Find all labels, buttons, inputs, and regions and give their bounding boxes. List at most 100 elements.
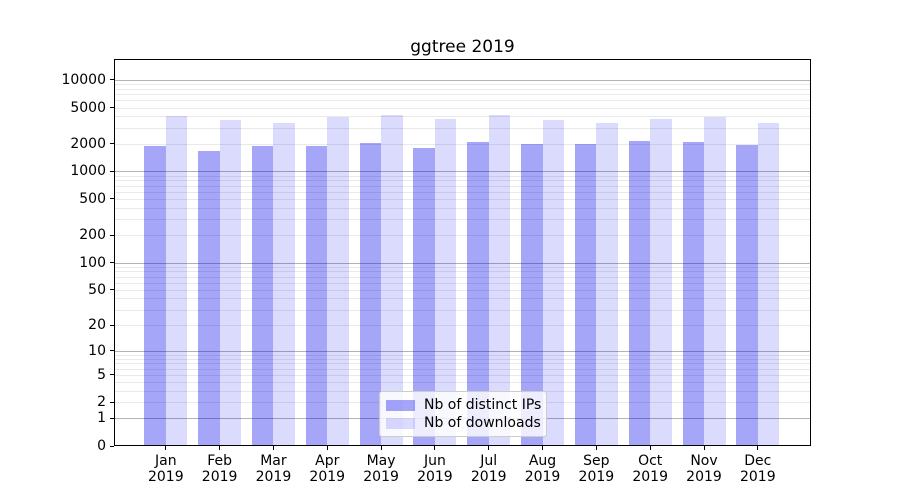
x-tick-mark — [488, 446, 490, 450]
x-tick-month: Mar — [260, 453, 287, 469]
bar-downloads — [704, 116, 726, 446]
gridline-minor — [114, 94, 811, 96]
y-tick-label: 20 — [88, 317, 106, 334]
legend-item-downloads: Nb of downloads — [386, 415, 541, 431]
x-tick-label: Jul 2019 — [462, 453, 516, 485]
bar-downloads — [542, 120, 565, 446]
y-tick-label: 5000 — [70, 99, 106, 116]
x-tick-mark — [595, 446, 597, 450]
bar-downloads — [273, 122, 295, 446]
gridline-minor — [114, 235, 811, 237]
gridline-major — [114, 79, 811, 81]
gridline-minor — [114, 289, 811, 291]
x-tick-mark — [165, 446, 167, 450]
bar-downloads — [650, 118, 672, 446]
x-tick-mark — [542, 446, 544, 450]
bar-distinct-ips — [574, 143, 597, 446]
x-tick-label: May 2019 — [354, 453, 408, 485]
x-tick-label: Nov 2019 — [677, 453, 731, 485]
x-tick-month: Oct — [638, 453, 663, 469]
gridline-minor — [114, 382, 811, 384]
x-tick-year: 2019 — [524, 469, 561, 485]
y-tick-mark — [110, 107, 114, 109]
x-tick-label: Feb 2019 — [193, 453, 247, 485]
gridline-minor — [114, 107, 811, 109]
y-tick-label: 1000 — [70, 163, 106, 180]
y-tick-mark — [110, 143, 114, 145]
bar-downloads — [219, 120, 242, 446]
x-tick-year: 2019 — [417, 469, 453, 485]
gridline-minor — [114, 282, 811, 284]
gridline-minor — [114, 266, 811, 268]
gridline-major — [114, 171, 811, 173]
gridline-minor — [114, 198, 811, 200]
legend: Nb of distinct IPs Nb of downloads — [379, 391, 547, 437]
x-tick-mark — [272, 446, 274, 450]
gridline-minor — [114, 358, 811, 360]
chart-title: ggtree 2019 — [410, 37, 515, 57]
y-tick-mark — [110, 262, 114, 264]
x-tick-month: Aug — [528, 453, 557, 469]
x-tick-year: 2019 — [686, 469, 722, 485]
x-tick-month: Jan — [155, 453, 177, 469]
bar-distinct-ips — [682, 141, 704, 446]
bar-distinct-ips — [198, 150, 220, 446]
y-tick-label: 2000 — [70, 135, 106, 152]
gridline-major — [114, 262, 811, 264]
y-tick-mark — [110, 445, 114, 447]
x-tick-month: Apr — [315, 453, 340, 469]
bar-distinct-ips — [736, 144, 758, 446]
gridline-minor — [114, 368, 811, 370]
x-tick-year: 2019 — [470, 469, 507, 485]
y-tick-label: 10000 — [61, 71, 106, 88]
gridline-minor — [114, 298, 811, 300]
x-tick-year: 2019 — [739, 469, 776, 485]
x-tick-mark — [326, 446, 328, 450]
x-tick-year: 2019 — [578, 469, 615, 485]
x-tick-mark — [703, 446, 705, 450]
x-tick-mark — [649, 446, 651, 450]
gridline-minor — [114, 88, 811, 90]
x-tick-month: Feb — [207, 453, 232, 469]
y-tick-label: 2 — [97, 394, 106, 411]
legend-swatch-downloads — [386, 417, 415, 429]
bar-downloads — [327, 117, 349, 446]
bar-downloads — [165, 116, 188, 446]
y-tick-label: 500 — [79, 190, 106, 207]
x-tick-year: 2019 — [363, 469, 399, 485]
x-tick-year: 2019 — [201, 469, 238, 485]
y-tick-mark — [110, 198, 114, 200]
x-tick-label: Jan 2019 — [139, 453, 193, 485]
x-tick-label: Apr 2019 — [300, 453, 354, 485]
x-tick-mark — [434, 446, 436, 450]
y-tick-label: 200 — [79, 227, 106, 244]
gridline-minor — [114, 271, 811, 273]
x-tick-mark — [757, 446, 759, 450]
x-tick-label: Dec 2019 — [731, 453, 785, 485]
y-tick-mark — [110, 79, 114, 81]
bar-distinct-ips — [628, 141, 651, 446]
bar-distinct-ips — [359, 143, 382, 446]
gridline-minor — [114, 116, 811, 118]
gridline-minor — [114, 185, 811, 187]
bar-distinct-ips — [251, 145, 274, 446]
x-tick-label: Jun 2019 — [408, 453, 462, 485]
gridline-minor — [114, 309, 811, 311]
bar-downloads — [434, 118, 457, 446]
gridline-minor — [114, 276, 811, 278]
bar-distinct-ips — [144, 145, 166, 446]
y-tick-mark — [110, 350, 114, 352]
x-tick-label: Sep 2019 — [569, 453, 623, 485]
bar-distinct-ips — [467, 141, 489, 446]
gridline-minor — [114, 325, 811, 327]
y-tick-label: 50 — [88, 281, 106, 298]
bar-distinct-ips — [521, 143, 543, 446]
x-tick-month: Sep — [583, 453, 610, 469]
x-tick-label: Mar 2019 — [246, 453, 300, 485]
gridline-major — [114, 350, 811, 352]
x-tick-month: Dec — [744, 453, 772, 469]
legend-label-distinct-ips: Nb of distinct IPs — [424, 397, 542, 413]
x-tick-year: 2019 — [309, 469, 346, 485]
gridline-minor — [114, 363, 811, 365]
gridline-minor — [114, 354, 811, 356]
